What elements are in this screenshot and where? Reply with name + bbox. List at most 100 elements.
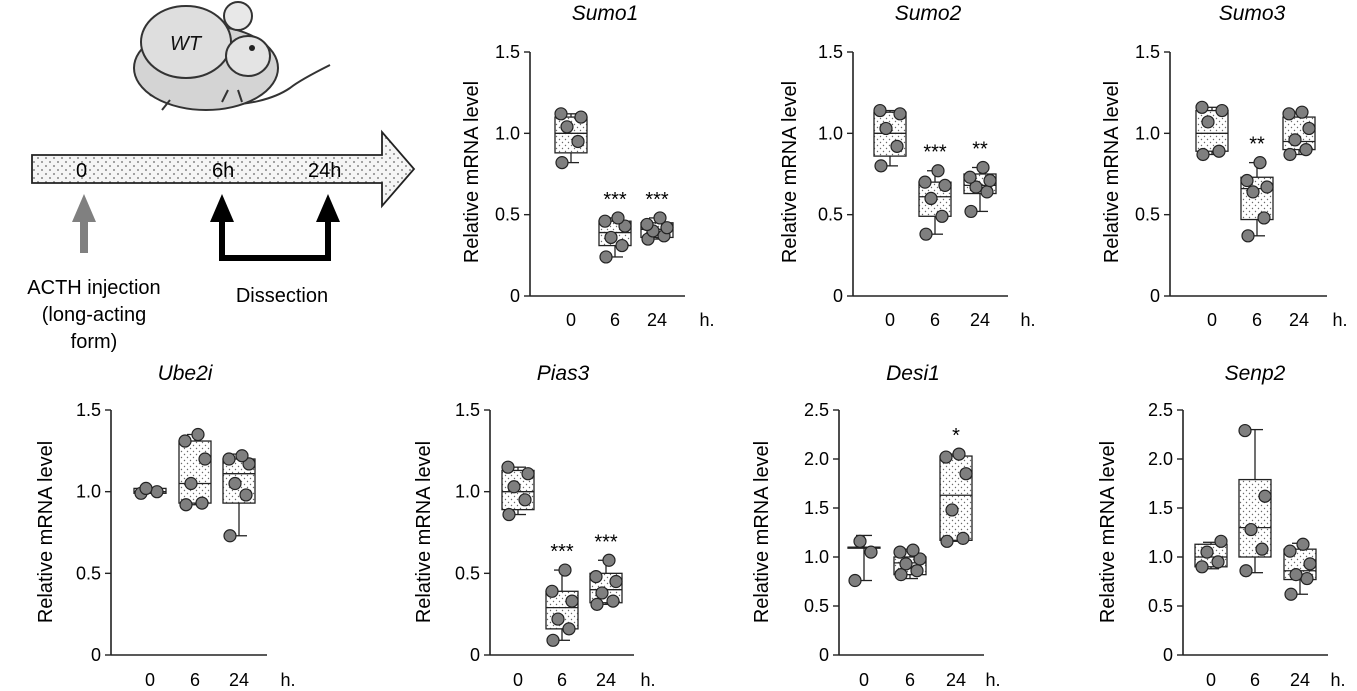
injection-label-line2: (long-acting <box>42 304 147 326</box>
data-point <box>609 574 623 589</box>
x-unit-label: h. <box>699 310 714 330</box>
data-point <box>918 175 932 189</box>
data-point <box>589 569 603 584</box>
data-point <box>1253 156 1267 170</box>
significance-marker: *** <box>594 531 618 553</box>
data-point <box>1283 147 1297 162</box>
x-tick-label: 24 <box>1290 670 1310 690</box>
data-point <box>560 120 574 134</box>
data-point <box>906 543 920 557</box>
data-point <box>235 449 249 463</box>
data-point <box>1302 121 1316 136</box>
chart-pias3: Pias3 Relative mRNA level 0 0.5 1.0 1.5 0 6 24 h.… <box>413 362 656 690</box>
data-point <box>1214 534 1228 548</box>
chart-senp2: Senp2 Relative mRNA level 0 0.5 1.0 1.5 2.0 2.5… <box>1097 362 1346 690</box>
data-point <box>1241 229 1255 243</box>
data-point <box>150 485 164 499</box>
x-tick-label: 24 <box>1289 310 1309 330</box>
data-point <box>518 493 532 507</box>
box-group-0 <box>1194 534 1228 574</box>
significance-marker: *** <box>603 189 627 211</box>
data-point <box>1195 560 1209 574</box>
chart-sumo1: Sumo1 Relative mRNA level 0 0.5 1.0 1.5 0 6 24 h.… <box>461 2 715 330</box>
data-point <box>554 107 568 121</box>
box-group-6: *** <box>918 142 952 241</box>
chart-title: Sumo3 <box>1219 2 1286 25</box>
y-axis-label: Relative mRNA level <box>1097 441 1119 623</box>
data-point <box>1296 537 1310 551</box>
data-point <box>590 597 604 611</box>
dissection-bracket <box>210 194 340 261</box>
data-point <box>913 552 927 566</box>
x-tick-label: 0 <box>1207 310 1217 330</box>
data-point <box>1300 571 1314 586</box>
data-point <box>239 488 253 502</box>
chart-sumo3: Sumo3 Relative mRNA level 0 0.5 1.0 1.5 0 6 24 h.… <box>1101 2 1348 330</box>
x-tick-label: 0 <box>859 670 869 690</box>
data-point <box>873 103 887 118</box>
data-point <box>893 545 907 559</box>
y-tick-label: 0 <box>470 645 480 665</box>
data-point <box>931 164 945 178</box>
data-point <box>599 250 613 264</box>
chart-title: Pias3 <box>537 362 590 385</box>
x-tick-label: 0 <box>145 670 155 690</box>
box-group-0 <box>873 103 907 173</box>
x-tick-label: 0 <box>566 310 576 330</box>
box-group-0 <box>847 534 881 588</box>
data-point <box>178 434 192 448</box>
y-tick-label: 2.0 <box>804 449 829 469</box>
box-group-6 <box>1238 423 1272 578</box>
data-point <box>1240 173 1254 188</box>
data-point <box>1255 542 1269 556</box>
y-tick-label: 0.5 <box>1148 596 1173 616</box>
data-point <box>222 452 236 466</box>
chart-desi1: Desi1 Relative mRNA level 0 0.5 1.0 1.5 2.0 2.5… <box>751 362 1001 690</box>
data-point <box>864 545 878 559</box>
data-point <box>546 633 560 647</box>
y-tick-label: 1.5 <box>1135 42 1160 62</box>
timeline-arrow: 0 6h 24h <box>31 129 416 209</box>
data-point <box>602 553 616 567</box>
data-point <box>223 529 237 543</box>
data-point <box>545 584 559 598</box>
data-point <box>574 110 588 124</box>
data-point <box>1283 544 1297 558</box>
data-point <box>1257 211 1271 225</box>
data-point <box>980 185 994 199</box>
data-point <box>1258 489 1272 503</box>
data-point <box>938 178 952 192</box>
x-tick-label: 24 <box>596 670 616 690</box>
data-point <box>1282 107 1296 121</box>
x-tick-label: 0 <box>513 670 523 690</box>
data-point <box>598 214 612 228</box>
data-point <box>198 452 212 466</box>
data-point <box>179 498 193 512</box>
y-axis-label: Relative mRNA level <box>35 441 57 623</box>
data-point <box>1200 545 1214 559</box>
data-point <box>184 476 198 491</box>
data-point <box>551 612 565 626</box>
significance-marker: *** <box>550 541 574 563</box>
y-tick-label: 1.0 <box>804 547 829 567</box>
data-point <box>595 586 609 600</box>
box-group-0 <box>501 460 535 522</box>
y-tick-label: 0.5 <box>804 596 829 616</box>
data-point <box>1238 423 1252 438</box>
timeline-label-6h: 6h <box>212 160 234 182</box>
x-tick-label: 6 <box>610 310 620 330</box>
x-tick-label: 24 <box>647 310 667 330</box>
timeline-label-24h: 24h <box>308 160 341 182</box>
data-point <box>191 427 205 442</box>
injection-label-line1: ACTH injection <box>27 277 160 299</box>
data-point <box>558 563 572 577</box>
box-group-0 <box>554 107 588 170</box>
y-tick-label: 1.0 <box>455 482 480 502</box>
y-tick-label: 2.5 <box>1148 400 1173 420</box>
y-tick-label: 1.0 <box>818 123 843 143</box>
data-point <box>1201 115 1215 129</box>
injection-label-line3: form) <box>71 331 118 353</box>
data-point <box>653 211 667 225</box>
y-tick-label: 0.5 <box>818 205 843 225</box>
